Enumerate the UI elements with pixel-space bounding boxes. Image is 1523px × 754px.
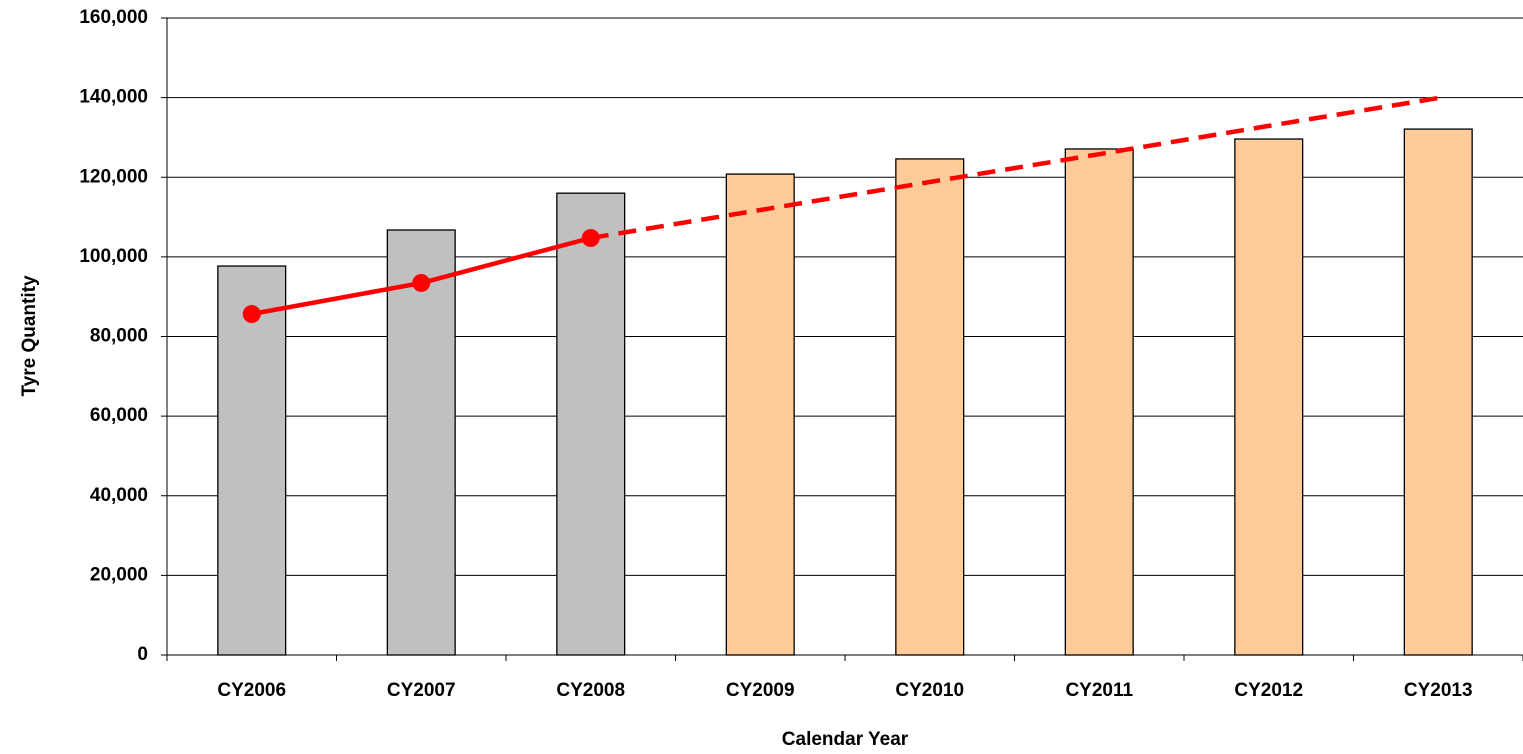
bar [386,229,456,656]
x-tick-label: CY2009 [726,680,795,701]
bar [725,173,795,656]
bar [217,265,287,656]
x-tick-label: CY2013 [1404,680,1473,701]
bar [1403,128,1473,656]
x-tick-label: CY2010 [895,680,964,701]
bar [1234,138,1304,656]
bar [556,192,626,656]
y-tick-label: 20,000 [90,564,148,585]
line [590,95,1439,241]
y-tick-label: 60,000 [90,405,148,426]
y-tick-label: 140,000 [79,87,148,108]
x-axis-label: Calendar Year [782,729,909,750]
y-axis-label: Tyre Quantity [19,275,40,396]
y-tick-label: 80,000 [90,326,148,347]
bar [895,158,965,656]
y-tick-label: 40,000 [90,485,148,506]
x-tick-label: CY2007 [387,680,456,701]
y-tick-label: 160,000 [79,7,148,28]
x-tick-label: CY2006 [217,680,286,701]
y-tick-label: 100,000 [79,246,148,267]
bar [1064,148,1134,656]
y-tick-label: 0 [137,644,148,665]
y-tick-label: 120,000 [79,166,148,187]
x-tick-label: CY2011 [1065,680,1133,701]
line-marker [412,273,431,292]
x-tick-label: CY2008 [556,680,625,701]
line-marker [242,305,261,324]
x-tick-label: CY2012 [1234,680,1303,701]
